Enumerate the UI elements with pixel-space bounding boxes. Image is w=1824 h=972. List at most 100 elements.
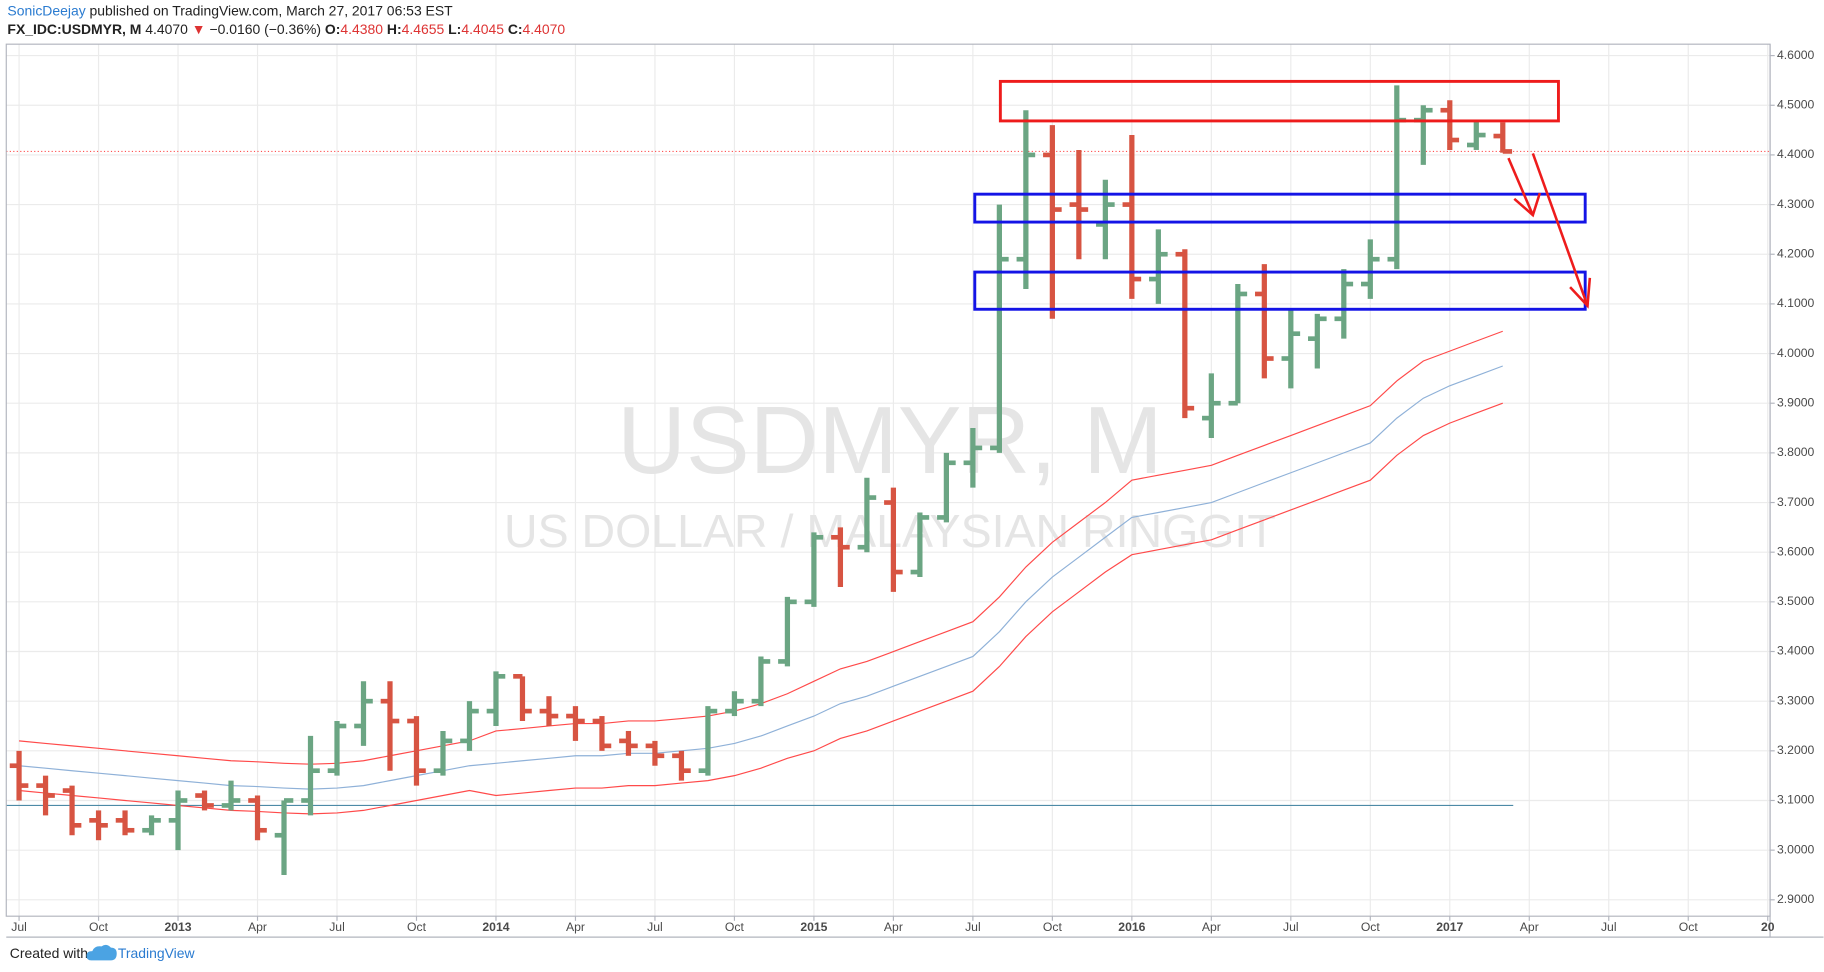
x-tick-label: Oct [407, 920, 427, 934]
x-tick-label: Jul [329, 920, 345, 934]
y-tick-label: 3.2000 [1777, 743, 1814, 757]
ohlc-bar [1334, 269, 1354, 339]
published: published on TradingView.com, March 27, … [90, 2, 454, 18]
ohlc-bar [1281, 308, 1301, 389]
ohlc-bar [1440, 100, 1460, 150]
ohlc-bar [327, 721, 347, 776]
x-tick-label: Apr [566, 920, 585, 934]
y-tick-label: 3.9000 [1777, 395, 1814, 409]
close-value: 4.4070 [523, 21, 566, 37]
y-tick-label: 4.3000 [1777, 197, 1814, 211]
support-box [973, 192, 1587, 224]
low-value: 4.4045 [461, 21, 504, 37]
ohlc-bar [1149, 229, 1168, 304]
ohlc-bar [963, 428, 983, 488]
ohlc-bar [619, 730, 638, 756]
x-tick-label: Oct [725, 920, 745, 934]
y-tick-label: 3.0000 [1777, 842, 1814, 856]
ohlc-bar [142, 815, 161, 836]
ohlc-bar [725, 691, 744, 717]
ohlc-bar [248, 795, 267, 841]
ohlc-bar [698, 706, 718, 776]
x-tick-label: 2017 [1436, 920, 1463, 934]
ohlc-bar [566, 706, 585, 741]
ohlc-bar [1175, 249, 1195, 419]
y-tick-label: 4.0000 [1777, 346, 1814, 360]
x-tick-label: Apr [884, 920, 903, 934]
ohlc-bar [804, 532, 824, 607]
x-tick-label: Oct [89, 920, 109, 934]
ohlc-bar [115, 810, 135, 836]
grid [6, 44, 1771, 917]
y-tick-label: 3.7000 [1777, 495, 1814, 509]
ohlc-bar [1228, 284, 1248, 406]
ohlc-bar [1255, 264, 1274, 379]
y-tick-label: 4.1000 [1777, 296, 1814, 310]
axes: 2.9000 3.0000 3.1000 3.2000 3.3000 3.4000 3.50… [11, 48, 1814, 934]
x-tick-label: Oct [1679, 920, 1699, 934]
ohlc-bar [301, 735, 320, 816]
ohlc-bar [486, 671, 506, 726]
arrow [1507, 157, 1542, 218]
x-tick-label: 2013 [164, 920, 191, 934]
resistance-box [998, 79, 1560, 123]
x-tick-label: Jul [965, 920, 981, 934]
ohlc-bar [89, 810, 108, 841]
ohlc-bar [884, 487, 903, 592]
y-tick-label: 3.3000 [1777, 693, 1814, 707]
low-label: L: [448, 21, 461, 37]
header-line: SonicDeejay published on TradingView.com… [7, 2, 453, 18]
y-tick-label: 4.6000 [1777, 48, 1814, 62]
footer-created: Created with [10, 945, 88, 961]
ohlc-bar [910, 512, 930, 578]
x-tick-label: Jul [11, 920, 27, 934]
author-link[interactable]: SonicDeejay [7, 2, 85, 18]
ohlc-bar [460, 701, 479, 751]
ohlc-bar [9, 750, 29, 801]
x-tick-label: Oct [1361, 920, 1381, 934]
ohlc-bar [407, 716, 426, 786]
tradingview-logo [86, 944, 117, 961]
drawings [973, 79, 1592, 311]
ohlc-bar [1016, 110, 1036, 289]
ohlc-bar [513, 674, 532, 722]
ohlc-bar [672, 750, 691, 781]
open-label: O: [325, 21, 340, 37]
ohlc-bar [221, 780, 241, 811]
down-icon: ▼ [192, 21, 206, 37]
y-tick-label: 3.1000 [1777, 793, 1814, 807]
close-label: C: [508, 21, 523, 37]
ohlc-bar [990, 204, 1009, 453]
ohlc-bar [1308, 313, 1327, 369]
y-tick-label: 3.6000 [1777, 544, 1814, 558]
ohlc-bar [778, 596, 797, 667]
ohlc-bar [274, 798, 294, 875]
x-tick-label: Jul [647, 920, 663, 934]
ohlc-bar [380, 681, 400, 771]
y-tick-label: 4.2000 [1777, 246, 1814, 260]
plot [6, 85, 1771, 875]
ohlc-bar [937, 452, 956, 523]
ohlc-bar [62, 785, 82, 836]
arrow [1531, 153, 1592, 309]
symbol: FX_IDC:USDMYR, M [7, 21, 141, 37]
x-tick-label: Jul [1283, 920, 1299, 934]
x-tick-label: 2014 [482, 920, 509, 934]
ohlc-bar [645, 740, 665, 766]
y-tick-label: 3.5000 [1777, 594, 1814, 608]
ohlc-bar [1202, 373, 1221, 438]
ohlc-bar [195, 790, 214, 811]
y-tick-label: 3.4000 [1777, 644, 1814, 658]
footer-brand[interactable]: TradingView [118, 945, 196, 961]
y-tick-label: 4.4000 [1777, 147, 1814, 161]
open-value: 4.4380 [340, 21, 383, 37]
x-tick-label: 2015 [800, 920, 827, 934]
last-price: 4.4070 [145, 21, 188, 37]
ohlc-bar [36, 775, 55, 816]
x-tick-label: 2016 [1118, 920, 1145, 934]
y-tick-label: 2.9000 [1777, 892, 1814, 906]
ohlc-bar [831, 527, 850, 587]
y-tick-label: 4.5000 [1777, 97, 1814, 111]
